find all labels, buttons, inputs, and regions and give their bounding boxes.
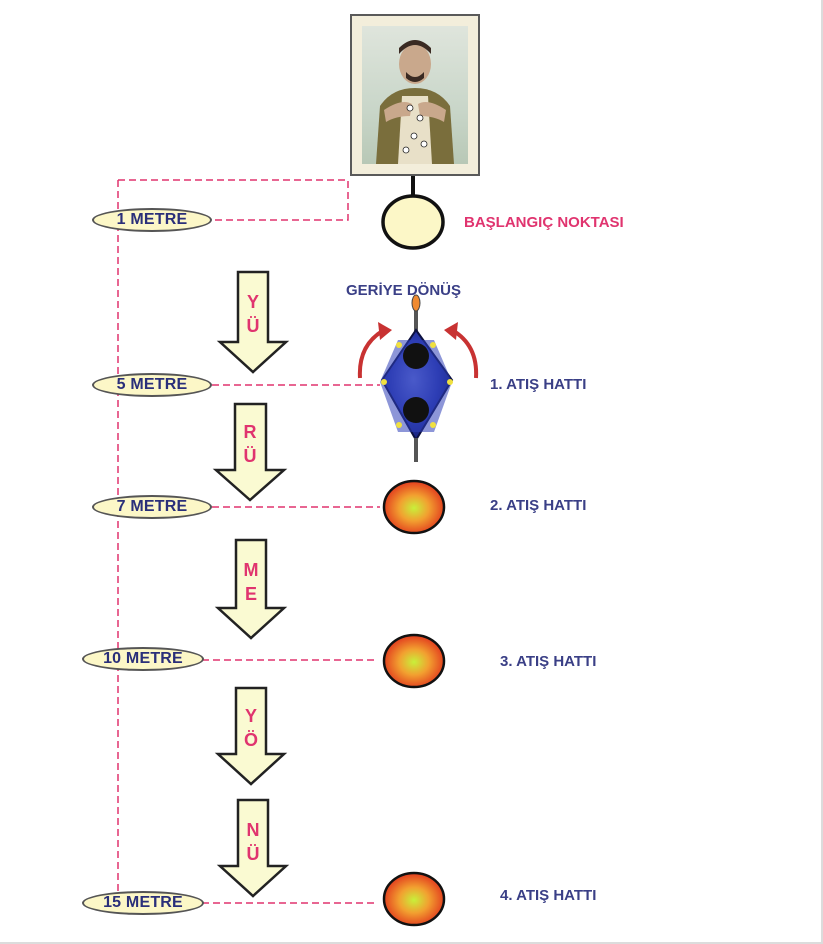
- shooter-top-view-icon: [380, 294, 454, 462]
- arrow-4-letter-1: Y: [244, 706, 257, 726]
- turn-back-label: GERİYE DÖNÜŞ: [346, 282, 462, 299]
- down-arrow-2: [212, 402, 288, 502]
- down-arrow-1: [216, 270, 290, 374]
- top-dash-connector: [118, 179, 349, 221]
- shot-line-3-circle: [382, 633, 446, 689]
- start-point-circle: [381, 194, 445, 250]
- arrow-5-letter-1: N: [246, 820, 260, 840]
- arrow-1-letter-2: Ü: [246, 316, 260, 336]
- target-figure: [376, 40, 454, 164]
- distance-5m: 5 METRE: [92, 373, 212, 397]
- arrow-3-letter-1: M: [243, 560, 259, 580]
- arrow-4-letter-2: Ö: [243, 730, 258, 750]
- down-arrow-3: [214, 538, 288, 640]
- shot-line-1-label: 1. ATIŞ HATTI: [490, 376, 587, 393]
- arrow-2-letter-1: R: [243, 422, 257, 442]
- arrow-3-letter-2: E: [244, 584, 257, 604]
- target-image: [362, 26, 468, 164]
- shot-line-4-circle: [382, 871, 446, 927]
- shot-line-3-label: 3. ATIŞ HATTI: [500, 653, 597, 670]
- distance-7m: 7 METRE: [92, 495, 212, 519]
- down-arrow-4: [214, 686, 288, 786]
- distance-15m: 15 METRE: [82, 891, 204, 915]
- down-arrow-5: [216, 798, 290, 898]
- down-arrows: [212, 270, 290, 898]
- distance-1m: 1 METRE: [92, 208, 212, 232]
- shot-line-2-circle: [382, 479, 446, 535]
- turn-arrow-heads: [378, 322, 458, 340]
- arrow-1-letter-1: Y: [246, 292, 259, 312]
- distance-10m: 10 METRE: [82, 647, 204, 671]
- arrow-5-letter-2: Ü: [246, 844, 260, 864]
- shot-line-4-label: 4. ATIŞ HATTI: [500, 887, 597, 904]
- shooter-target-photo-icon: [350, 14, 480, 176]
- shot-line-2-label: 2. ATIŞ HATTI: [490, 497, 587, 514]
- arrow-2-letter-2: Ü: [243, 446, 257, 466]
- start-point-label: BAŞLANGIÇ NOKTASI: [464, 214, 624, 231]
